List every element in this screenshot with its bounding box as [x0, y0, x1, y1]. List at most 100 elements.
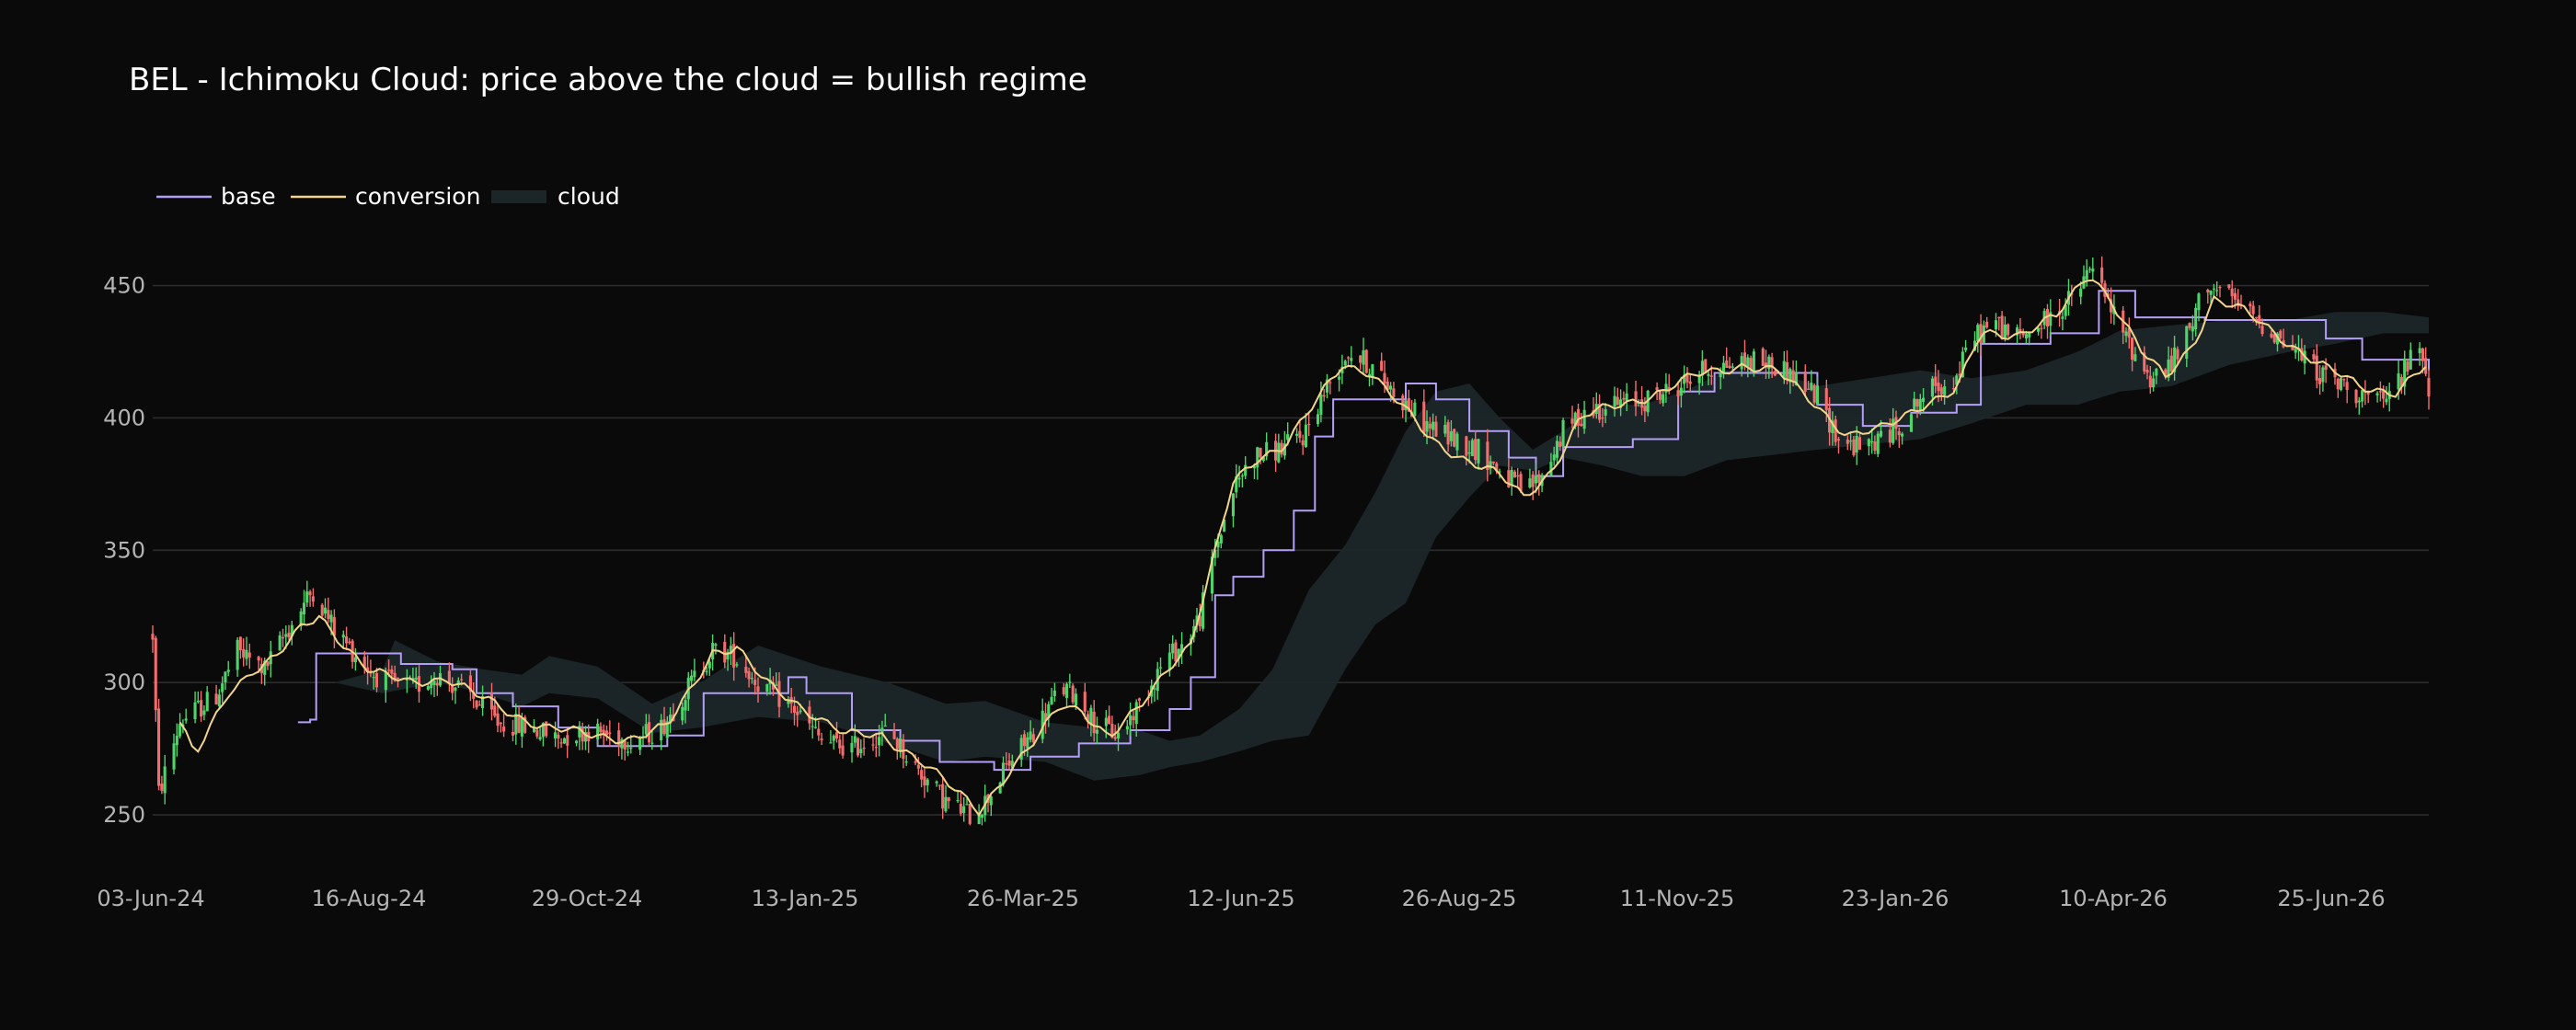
candle — [1897, 427, 1901, 448]
candle — [729, 636, 732, 665]
candle-body — [2300, 348, 2304, 360]
candle — [353, 647, 357, 671]
candle-body — [578, 726, 581, 738]
candle — [2079, 281, 2083, 304]
candle — [926, 778, 929, 793]
candle — [1467, 441, 1471, 464]
candle — [1601, 407, 1604, 428]
candle — [226, 660, 230, 677]
candle-body — [920, 770, 924, 780]
candle — [341, 630, 345, 648]
candle-body — [517, 715, 521, 733]
candle — [1625, 383, 1628, 411]
candle-body — [620, 738, 624, 749]
candle — [1634, 381, 1638, 417]
candle-body — [1742, 352, 1746, 366]
candle — [1362, 338, 1365, 375]
candle-body — [1413, 402, 1417, 416]
candle-body — [523, 716, 527, 733]
candle — [583, 726, 587, 750]
candle-body — [1380, 360, 1384, 372]
candle — [2212, 283, 2215, 298]
candle-body — [2427, 377, 2431, 397]
candle — [959, 792, 962, 817]
candle — [726, 648, 730, 671]
candle-body — [1958, 373, 1961, 376]
candle-body — [904, 761, 908, 763]
candle — [1235, 464, 1238, 498]
candle-body — [1071, 685, 1075, 703]
candle — [435, 679, 439, 696]
candle-body — [1964, 347, 1968, 350]
candle-body — [1749, 358, 1753, 371]
candle-body — [511, 732, 514, 736]
candle-body — [771, 681, 775, 690]
legend-item-conversion[interactable]: conversion — [291, 183, 480, 210]
candle — [2366, 390, 2370, 404]
candle — [214, 684, 218, 705]
candle — [2399, 373, 2403, 395]
candle — [1873, 435, 1877, 454]
candle-body — [2148, 375, 2152, 388]
candle — [1765, 349, 1768, 380]
candle-body — [1177, 648, 1180, 659]
candle — [193, 691, 197, 724]
legend-label-conversion: conversion — [355, 183, 480, 210]
candle — [1489, 455, 1492, 475]
candle-body — [2258, 315, 2261, 325]
candle-body — [1180, 644, 1184, 653]
candle-body — [2185, 326, 2189, 360]
candle-body — [447, 670, 451, 684]
candle-body — [947, 797, 950, 802]
candle-body — [1688, 381, 1692, 384]
candle — [1317, 408, 1320, 427]
candle — [2315, 344, 2318, 389]
candle-body — [914, 761, 917, 763]
candle — [468, 669, 472, 702]
candle-body — [669, 715, 673, 723]
candle-body — [2037, 327, 2041, 332]
candle-body — [1685, 374, 1689, 383]
candle — [541, 722, 545, 747]
candle — [1383, 360, 1386, 394]
candle-body — [2378, 391, 2382, 393]
candle-body — [2270, 333, 2273, 338]
candle — [2007, 323, 2010, 338]
legend-item-cloud[interactable]: cloud — [491, 183, 620, 210]
candle — [878, 725, 881, 757]
candle — [2248, 301, 2252, 314]
candle — [2427, 368, 2431, 410]
candle-body — [1582, 409, 1586, 429]
candle — [2312, 349, 2316, 364]
candle-body — [1770, 357, 1774, 369]
candle-body — [1667, 386, 1671, 390]
candle-body — [374, 673, 378, 688]
candle — [2133, 347, 2137, 361]
candle — [638, 736, 642, 755]
candle — [2088, 266, 2092, 273]
candle — [345, 626, 349, 650]
legend-item-base[interactable]: base — [156, 183, 276, 210]
candle-body — [2321, 367, 2325, 383]
candle-body — [998, 782, 1002, 794]
candle — [2143, 346, 2146, 374]
candle — [2021, 328, 2025, 338]
candle — [1495, 462, 1499, 475]
cloud-series — [334, 312, 2430, 781]
candle-body — [1909, 414, 1913, 432]
candle — [175, 723, 178, 757]
candle — [2218, 285, 2222, 298]
candle — [2336, 377, 2340, 398]
candle-body — [829, 742, 833, 744]
candle-body — [1298, 430, 1302, 439]
candle — [1604, 403, 1607, 424]
candle-body — [871, 744, 875, 746]
candle-body — [2145, 370, 2149, 373]
candle — [236, 637, 239, 677]
candle-body — [1558, 441, 1562, 447]
candle — [744, 655, 748, 678]
candle — [853, 724, 857, 748]
candle — [750, 671, 753, 684]
candle — [1432, 413, 1435, 441]
candle — [1213, 538, 1217, 566]
